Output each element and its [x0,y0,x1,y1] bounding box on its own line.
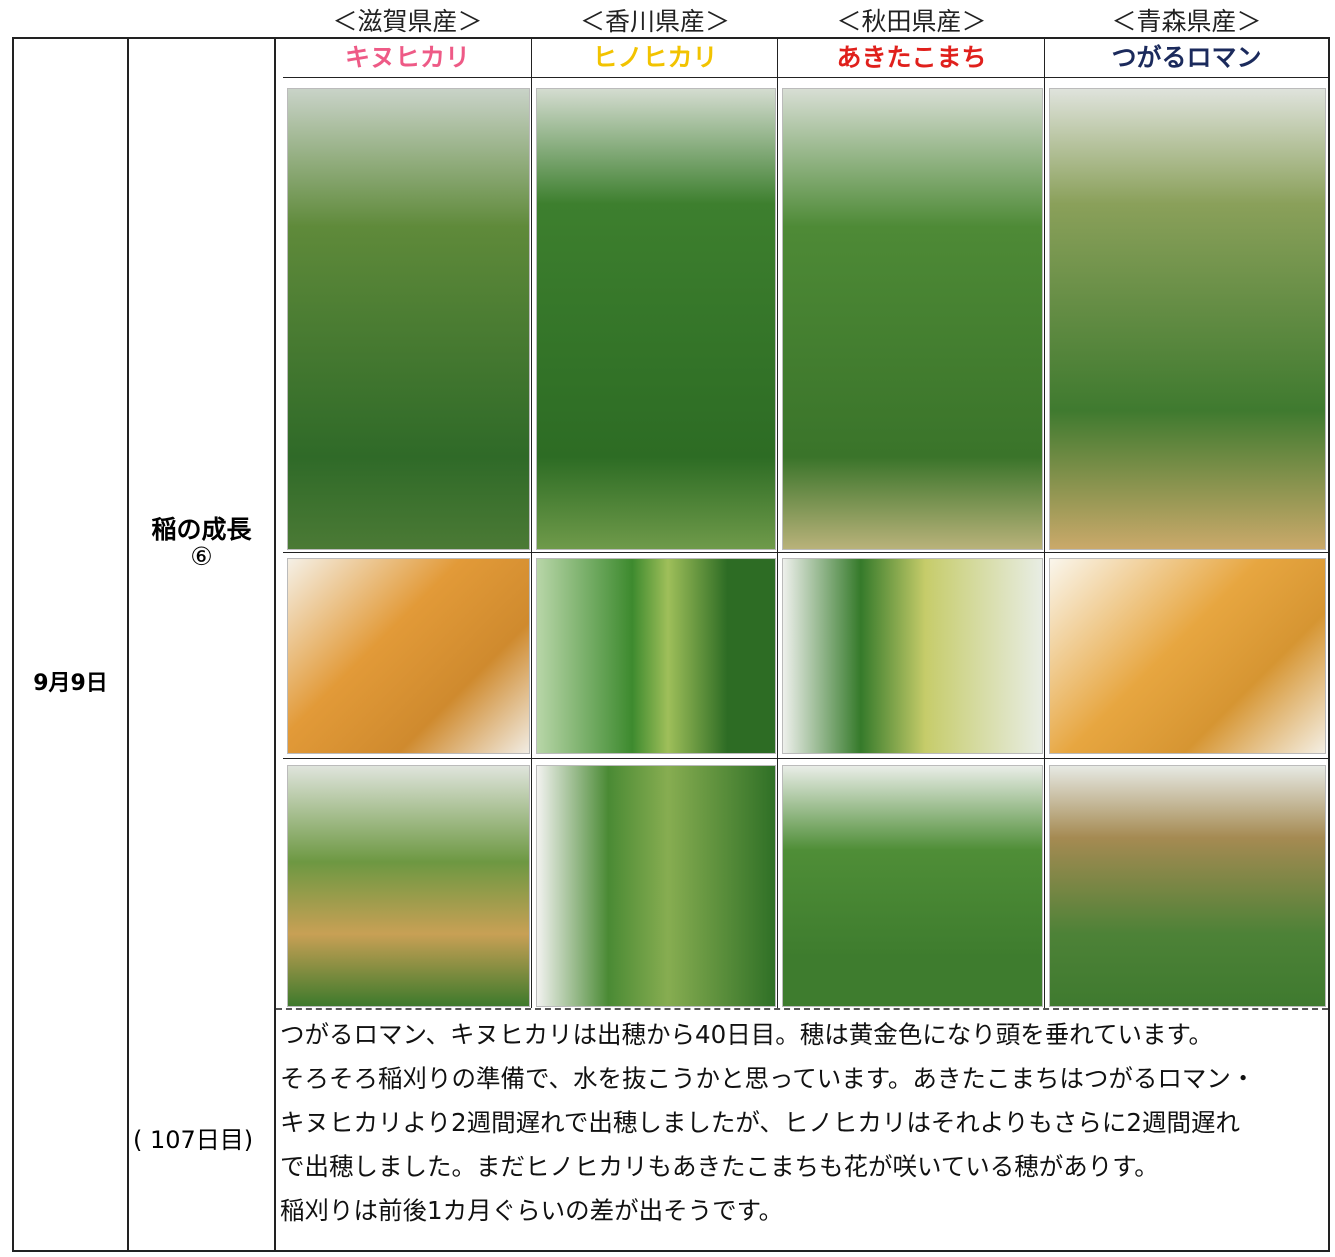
column-border [1044,37,1045,1008]
column-border [777,37,778,1008]
variety-name: ヒノヒカリ [592,43,718,72]
rice-photo [782,88,1043,550]
variety-name: キヌヒカリ [344,43,470,72]
rice-photo [1049,558,1326,754]
rice-photo [1049,765,1326,1007]
rice-photo [536,765,776,1007]
note-line: 稲刈りは前後1カ月ぐらいの差が出そうです。 [280,1196,784,1225]
table-border [274,37,276,1252]
note-line: つがるロマン、キヌヒカリは出穂から40日目。穂は黄金色になり頭を垂れています。 [280,1020,1214,1049]
stage: 稲の成長 [151,515,252,544]
variety-name: つがるロマン [1111,43,1262,72]
note-line: そろそろ稲刈りの準備で、水を抜こうかと思っています。あきたこまちはつがるロマン・ [280,1064,1256,1093]
rice-photo [782,558,1043,754]
table-border [12,1250,1330,1252]
rice-photo [287,88,530,550]
header-border [283,77,1328,78]
rice-photo [536,88,776,550]
prefecture: ＜滋賀県産＞ [332,7,483,36]
prefecture: ＜青森県産＞ [1111,7,1262,36]
row-border [283,758,1328,759]
prefecture: ＜香川県産＞ [579,7,730,36]
stage-number: ⑥ [190,542,213,571]
rice-photo [536,558,776,754]
table-border [1328,37,1330,1252]
table-border [12,37,14,1252]
table-border [127,37,129,1252]
rice-photo [1049,88,1326,550]
note-line: キヌヒカリより2週間遅れで出穂しましたが、ヒノヒカリはそれよりもさらに2週間遅れ [280,1108,1240,1137]
rice-photo [287,765,530,1007]
note-line: で出穂しました。まだヒノヒカリもあきたこまちも花が咲いている穂がありす。 [280,1152,1159,1181]
table-border [12,37,1330,39]
prefecture: ＜秋田県産＞ [836,7,987,36]
day-count: ( 107日目) [133,1126,254,1154]
date: 9月9日 [33,671,108,696]
rice-photo [287,558,530,754]
row-border [283,552,1328,553]
note-divider [276,1008,1328,1010]
variety-name: あきたこまち [836,43,987,72]
column-border [531,37,532,1008]
rice-photo [782,765,1043,1007]
